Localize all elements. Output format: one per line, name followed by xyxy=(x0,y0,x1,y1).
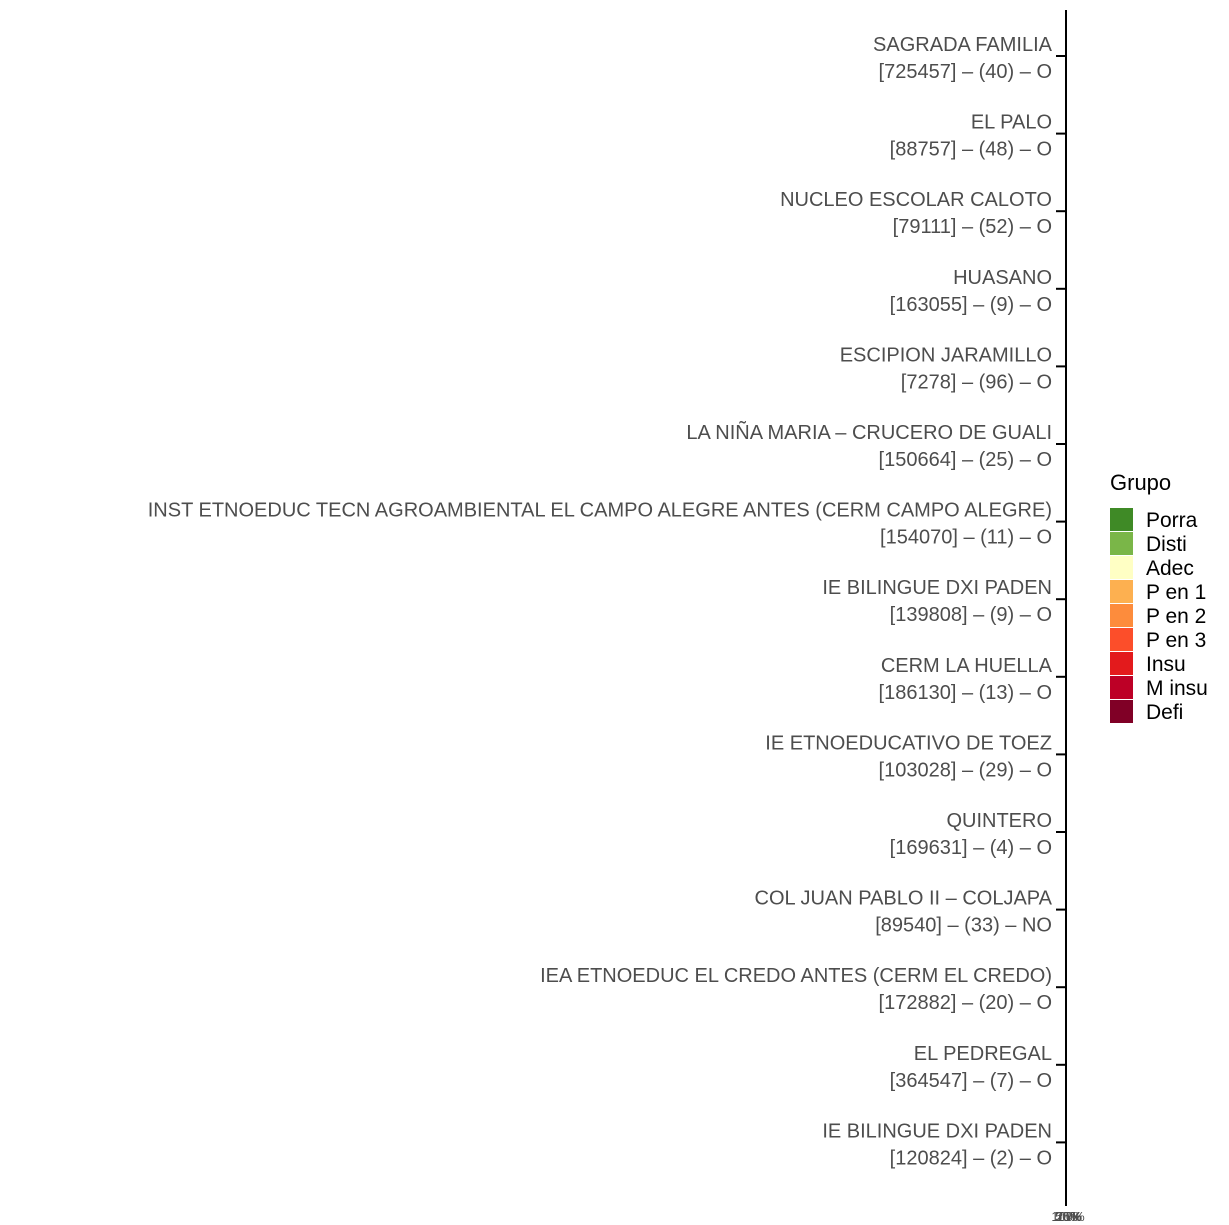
category-info-label: [163055] – (9) – O xyxy=(890,294,1052,316)
category-info-label: [120824] – (2) – O xyxy=(890,1147,1052,1169)
category-info-label: [89540] – (33) – NO xyxy=(875,915,1052,937)
legend-label: Insu xyxy=(1146,653,1186,676)
category-name-label: IE BILINGUE DXI PADEN xyxy=(822,577,1052,599)
category-name-label: CERM LA HUELLA xyxy=(881,655,1053,677)
category-name-label: EL PEDREGAL xyxy=(914,1043,1052,1065)
category-name-label: INST ETNOEDUC TECN AGROAMBIENTAL EL CAMP… xyxy=(148,500,1052,522)
category-info-label: [725457] – (40) – O xyxy=(879,61,1052,83)
legend-label: Defi xyxy=(1146,701,1183,724)
x-tick-label: 75% xyxy=(1056,1209,1082,1224)
category-name-label: ESCIPION JARAMILLO xyxy=(840,344,1052,366)
category-info-label: [103028] – (29) – O xyxy=(879,759,1052,781)
category-info-label: [7278] – (96) – O xyxy=(901,371,1052,393)
category-info-label: [88757] – (48) – O xyxy=(890,139,1052,161)
legend-label: P en 1 xyxy=(1146,581,1206,604)
legend-label: Porra xyxy=(1146,509,1198,532)
x-axis: 0%25%50%75%100% xyxy=(1051,1200,1085,1224)
legend-swatch xyxy=(1110,604,1133,627)
category-info-label: [150664] – (25) – O xyxy=(879,449,1052,471)
x-tick-label: 0% xyxy=(1059,1209,1078,1224)
legend-swatch xyxy=(1110,580,1133,603)
category-name-label: COL JUAN PABLO II – COLJAPA xyxy=(755,888,1053,910)
category-name-label: HUASANO xyxy=(953,267,1052,289)
legend-label: M insu xyxy=(1146,677,1208,700)
category-info-label: [79111] – (52) – O xyxy=(893,216,1052,238)
category-info-label: [186130] – (13) – O xyxy=(879,682,1052,704)
legend-swatch xyxy=(1110,700,1133,723)
category-name-label: QUINTERO xyxy=(946,810,1052,832)
category-name-label: EL PALO xyxy=(971,112,1052,134)
category-name-label: IE ETNOEDUCATIVO DE TOEZ xyxy=(765,732,1052,754)
x-tick-label: 50% xyxy=(1055,1209,1081,1224)
category-info-label: [139808] – (9) – O xyxy=(890,604,1052,626)
category-name-label: NUCLEO ESCOLAR CALOTO xyxy=(780,189,1052,211)
legend-swatch xyxy=(1110,532,1133,555)
legend-label: Disti xyxy=(1146,533,1187,556)
legend-swatch xyxy=(1110,508,1133,531)
category-info-label: [172882] – (20) – O xyxy=(879,992,1052,1014)
legend-label: P en 3 xyxy=(1146,629,1206,652)
legend-swatch xyxy=(1110,676,1133,699)
category-name-label: LA NIÑA MARIA – CRUCERO DE GUALI xyxy=(686,420,1052,444)
legend-title: Grupo xyxy=(1110,470,1171,495)
category-name-label: SAGRADA FAMILIA xyxy=(873,34,1053,56)
x-tick-label: 100% xyxy=(1051,1209,1085,1224)
legend-swatch xyxy=(1110,652,1133,675)
category-info-label: [364547] – (7) – O xyxy=(890,1070,1052,1092)
category-info-label: [169631] – (4) – O xyxy=(890,837,1052,859)
legend-swatch xyxy=(1110,628,1133,651)
category-name-label: IE BILINGUE DXI PADEN xyxy=(822,1120,1052,1142)
category-info-label: [154070] – (11) – O xyxy=(880,527,1052,549)
y-axis: SAGRADA FAMILIA [725457] – (40) – O EL PAL… xyxy=(148,10,1067,1200)
category-name-label: IEA ETNOEDUC EL CREDO ANTES (CERM EL CRE… xyxy=(540,965,1052,987)
x-tick-label: 25% xyxy=(1056,1209,1082,1224)
legend-label: Adec xyxy=(1146,557,1194,580)
legend-label: P en 2 xyxy=(1146,605,1206,628)
legend-swatch xyxy=(1110,556,1133,579)
